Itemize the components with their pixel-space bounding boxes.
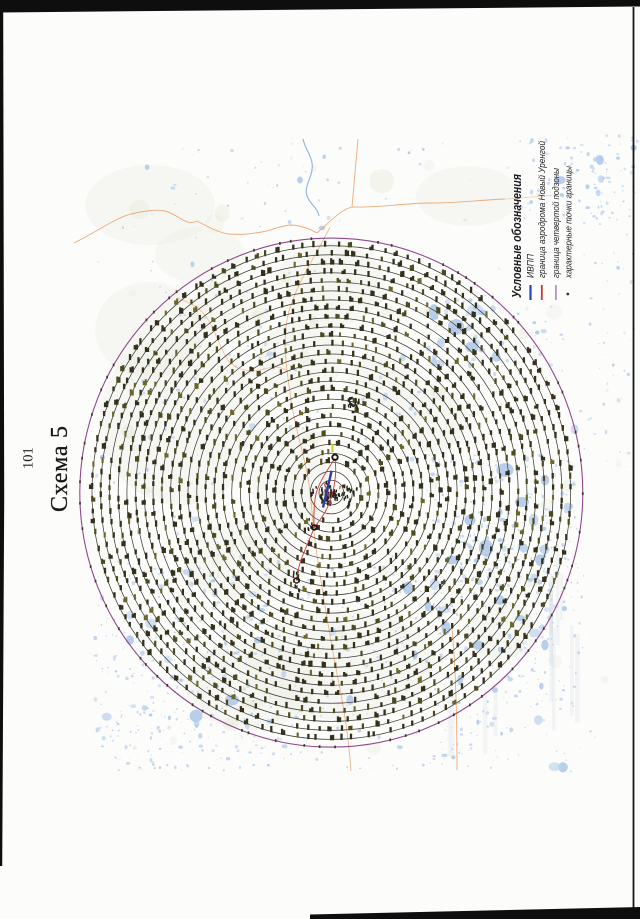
svg-text:граница четвертой подзоны: граница четвертой подзоны	[551, 168, 561, 278]
svg-text:101: 101	[21, 447, 37, 469]
svg-text:граница аэродрома Новый Уренго: граница аэродрома Новый Уренгой	[537, 141, 547, 278]
svg-text:характерные точки границы: характерные точки границы	[564, 166, 574, 279]
svg-text:ИВПП: ИВПП	[526, 254, 536, 278]
svg-text:Схема 5: Схема 5	[47, 425, 73, 512]
svg-text:Условные обозначения: Условные обозначения	[510, 174, 524, 298]
